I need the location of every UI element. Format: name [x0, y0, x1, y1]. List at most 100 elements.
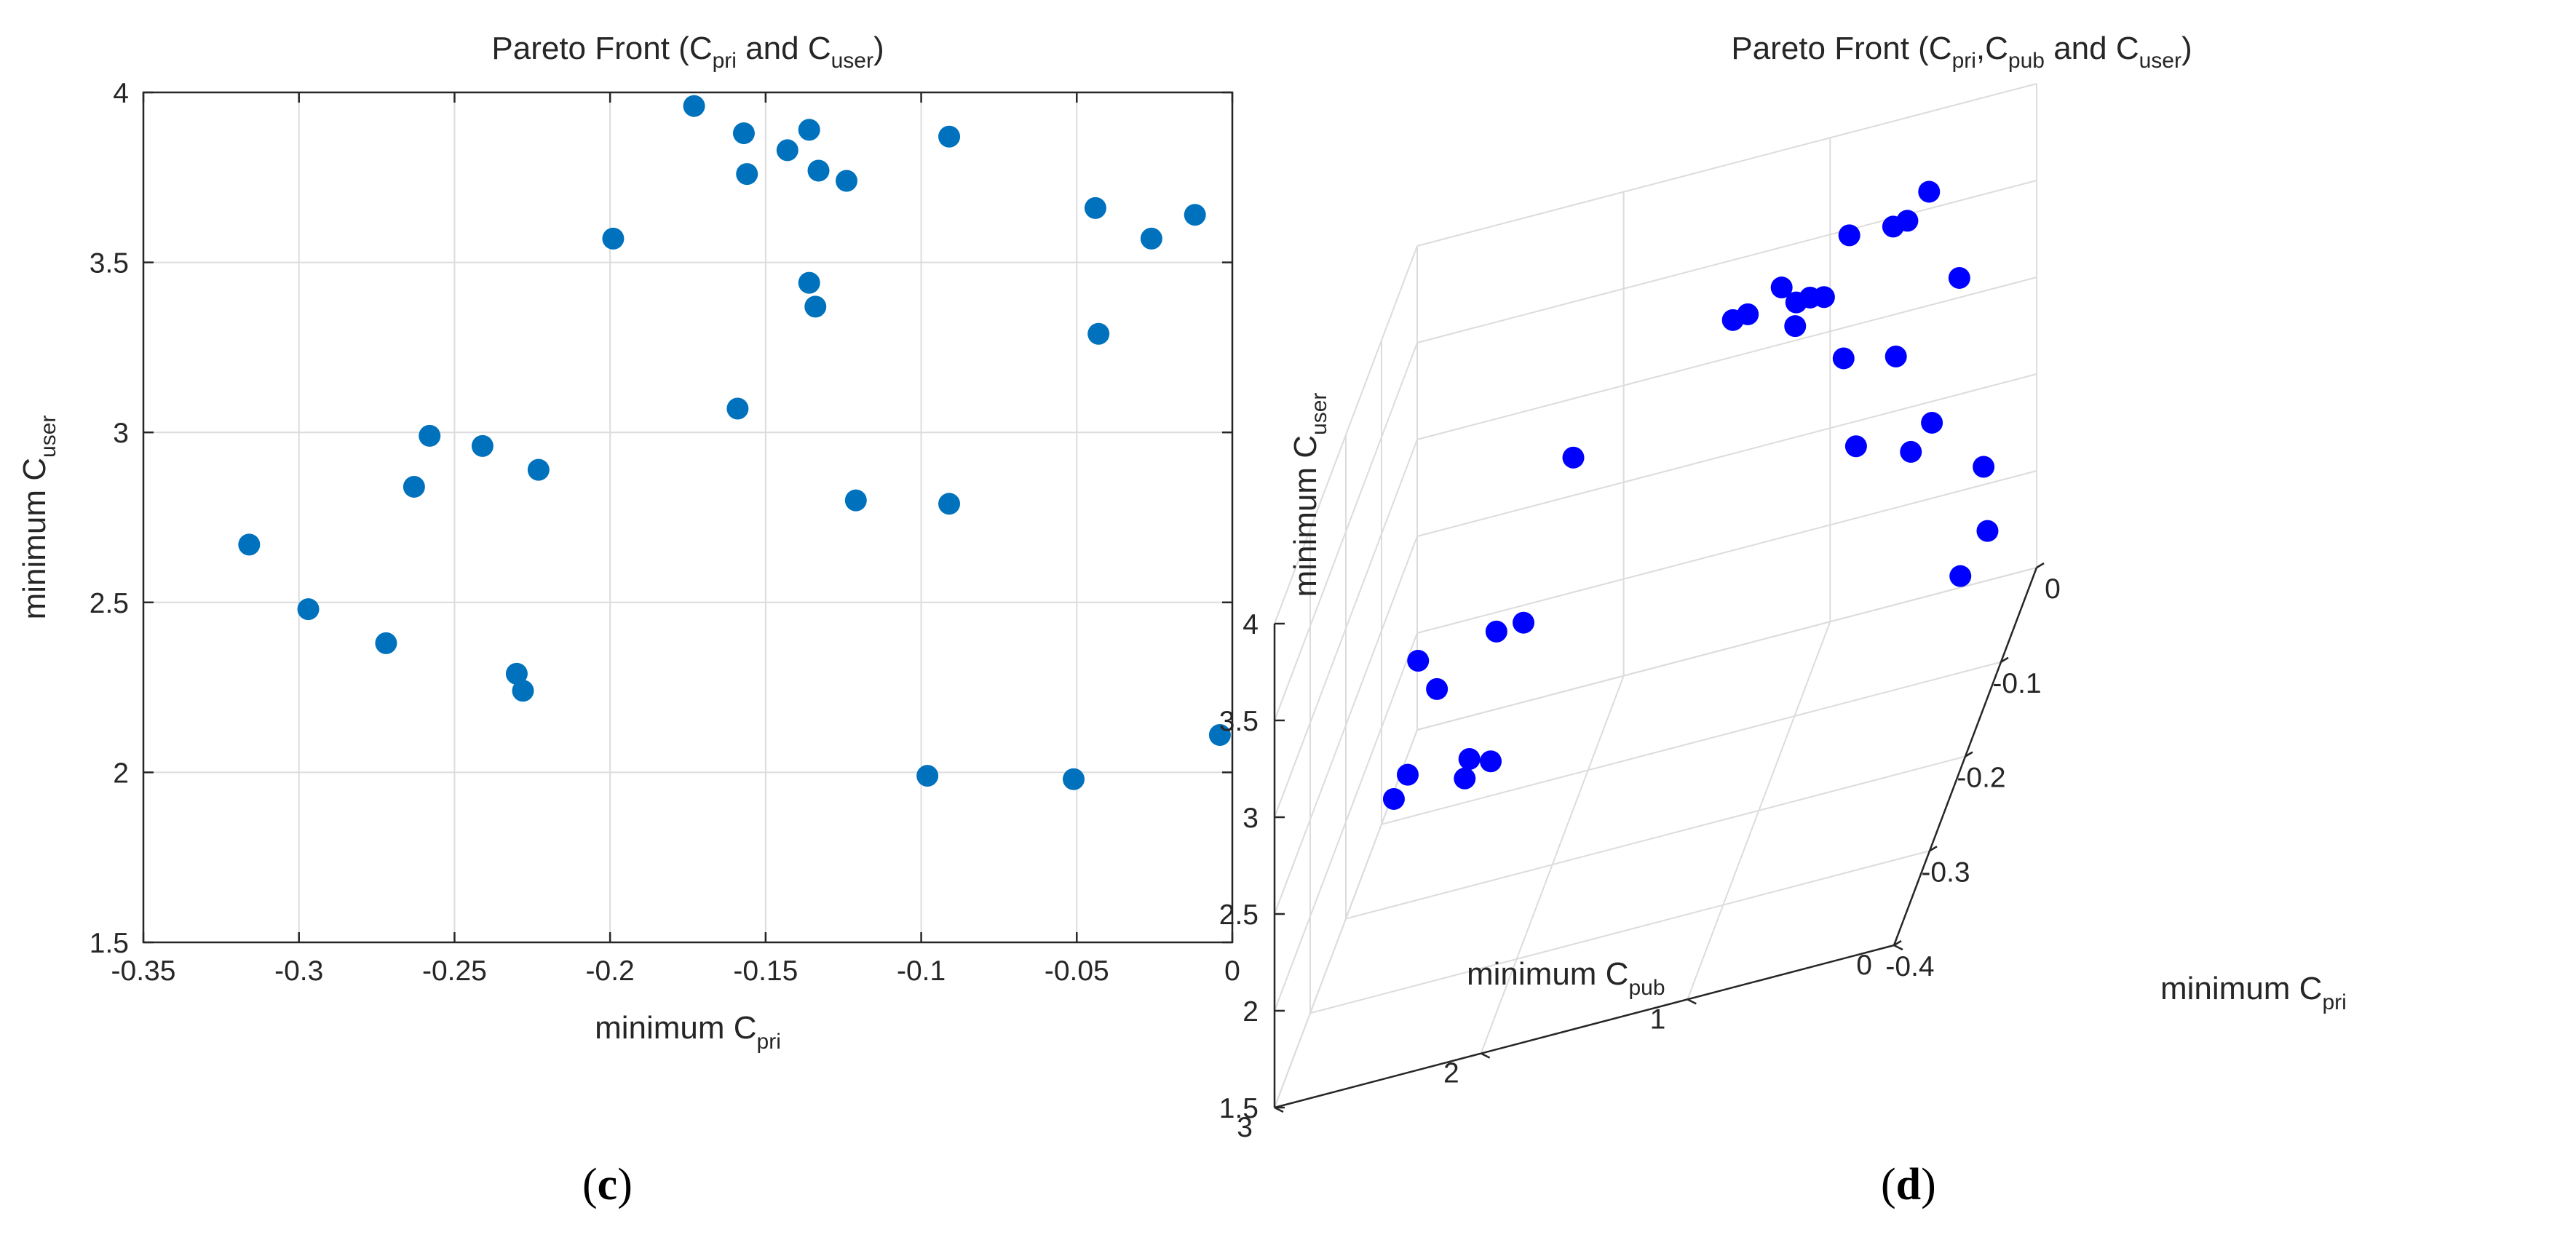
x-tick-label-3d: 0	[2045, 573, 2061, 605]
data-point-3d	[1721, 309, 1744, 331]
y-tick-3d	[1481, 1052, 1491, 1059]
wall-gridline-z	[1416, 373, 2037, 537]
data-point	[683, 95, 705, 117]
data-point-3d	[1900, 440, 1922, 463]
wall-gridline-z	[1416, 277, 2037, 440]
grid-2d	[143, 92, 1233, 943]
data-point-3d	[1407, 649, 1430, 672]
x-tick-3d	[1965, 751, 1973, 758]
x-tick-label: -0.25	[422, 955, 487, 987]
data-point	[807, 159, 830, 182]
data-point	[835, 170, 857, 192]
data-point-3d	[1949, 565, 1972, 587]
floor-gridline-y	[1687, 621, 1831, 1000]
panel-label-d: (d)	[1881, 1160, 1936, 1209]
data-point	[1084, 196, 1106, 219]
y-tick-label-3d: 2	[1443, 1058, 1459, 1089]
wall2-gridline-z	[1274, 342, 1418, 721]
data-point	[1063, 768, 1085, 790]
floor-gridline-x	[1345, 755, 1966, 920]
x-tick-label: -0.15	[733, 955, 798, 987]
y-tick-label-3d: 1	[1650, 1003, 1666, 1035]
data-point-3d	[1844, 435, 1867, 458]
data-point-3d	[1882, 215, 1904, 238]
x-tick-label: 0	[1224, 955, 1240, 987]
z-tick-label-3d: 4	[1243, 609, 1259, 640]
x-tick-label: -0.35	[111, 955, 176, 987]
x-tick-label-3d: -0.3	[1921, 856, 1970, 888]
data-point-3d	[1885, 345, 1907, 367]
data-point	[798, 119, 820, 141]
data-point	[471, 434, 494, 457]
panel-label-c: (c)	[582, 1160, 633, 1209]
x-tick-label-3d: -0.1	[1992, 668, 2041, 699]
data-point-3d	[1832, 347, 1855, 370]
y-tick-labels-2d: 1.5 2 2.5 3 3.5 4	[90, 78, 129, 959]
plot-box-2d	[142, 91, 1234, 944]
y-tick-label: 2.5	[90, 588, 129, 619]
scatter-chart-2d: -0.35 -0.3 -0.25 -0.2 -0.15 -0.1 -0.05 0 1.5 2 2.…	[17, 31, 1240, 1209]
wall-gridline-z	[1416, 470, 2037, 634]
data-point-3d	[1918, 180, 1941, 203]
data-point	[1140, 227, 1162, 250]
data-point	[732, 122, 755, 145]
chart-title-2d: Pareto Front (Cpri and Cuser)	[491, 31, 884, 73]
y-axis-label-2d: minimum Cuser	[17, 416, 60, 620]
z-tick-label-3d: 3.5	[1219, 706, 1259, 737]
wall-gridline-z	[1416, 83, 2037, 247]
floor-gridline-y	[1480, 675, 1625, 1054]
y-tick-label-3d: 0	[1856, 950, 1872, 981]
y-tick-label: 1.5	[90, 928, 129, 959]
data-point	[804, 295, 827, 318]
data-point-3d	[1784, 315, 1807, 338]
x-axis-label-3d: minimum Cpri	[2160, 971, 2347, 1014]
data-point	[1208, 724, 1231, 747]
data-point	[375, 632, 397, 654]
data-point-3d	[1812, 286, 1835, 309]
data-point-3d	[1426, 677, 1448, 700]
y-tick-label-3d: 3	[1237, 1112, 1253, 1143]
data-point-3d	[1382, 787, 1405, 810]
data-point-3d	[1921, 411, 1943, 434]
data-point	[938, 125, 961, 148]
data-point-3d	[1838, 224, 1860, 247]
tick-marks-2d	[142, 91, 1234, 944]
z-axis-label-3d: minimum Cuser	[1288, 393, 1331, 597]
data-point-3d	[1485, 620, 1507, 643]
y-tick-3d	[1687, 998, 1697, 1005]
x-tick-labels-2d: -0.35 -0.3 -0.25 -0.2 -0.15 -0.1 -0.05 0	[111, 955, 1240, 987]
data-point	[736, 163, 758, 186]
y-tick-3d	[1893, 944, 1903, 951]
y-tick-label: 4	[113, 78, 129, 109]
x-tick-3d	[1893, 939, 1902, 947]
data-point-3d	[1785, 291, 1807, 314]
data-point	[512, 680, 534, 702]
data-point-3d	[1480, 750, 1502, 773]
y-axis-line	[1274, 944, 1895, 1109]
y-tick-label: 2	[113, 758, 129, 789]
data-point-3d	[1973, 456, 1995, 478]
data-point	[726, 397, 749, 420]
data-point	[1184, 204, 1206, 226]
data-point-3d	[1458, 747, 1481, 770]
x-tick-label: -0.05	[1045, 955, 1109, 987]
x-tick-label: -0.2	[586, 955, 635, 987]
floor-gridline-x	[1381, 661, 2002, 825]
data-point-3d	[1770, 277, 1793, 299]
wall-gridline-z	[1416, 567, 2037, 731]
data-point-3d	[1396, 763, 1419, 786]
data-point	[297, 598, 320, 621]
wall-gridline-z	[1416, 180, 2037, 343]
data-point	[403, 475, 425, 498]
z-tick-label-3d: 1.5	[1219, 1093, 1259, 1124]
y-tick-label: 3.5	[90, 248, 129, 279]
data-point	[238, 533, 261, 556]
wall2-gridline-z	[1274, 439, 1418, 818]
x-tick-label: -0.1	[897, 955, 946, 987]
y-tick-label: 3	[113, 418, 129, 449]
z-tick-label-3d: 2	[1243, 996, 1259, 1028]
x-tick-3d	[2036, 562, 2045, 569]
z-tick-label-3d: 3	[1243, 803, 1259, 834]
